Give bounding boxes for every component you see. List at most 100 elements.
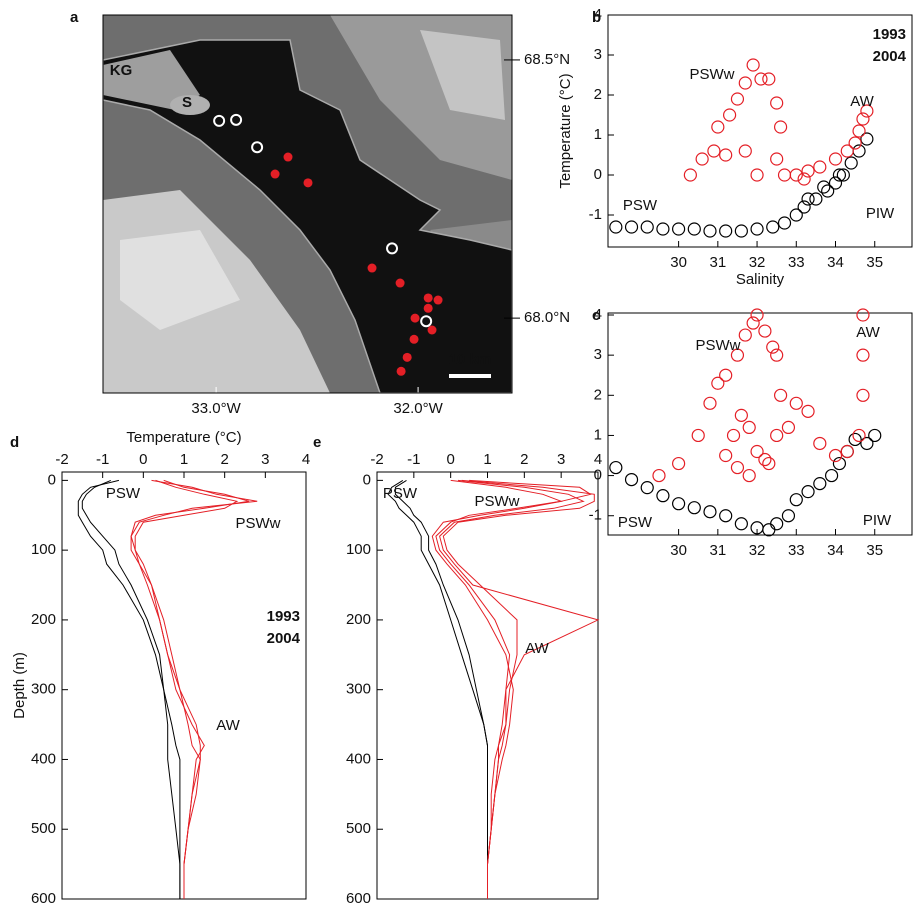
point — [789, 493, 803, 507]
station — [270, 169, 280, 179]
point — [719, 448, 733, 463]
point — [672, 456, 686, 471]
y-tick-label: 200 — [346, 611, 371, 628]
point — [856, 388, 870, 402]
legend-entry: 1993 — [873, 26, 906, 43]
station — [251, 141, 264, 154]
profile-line — [431, 479, 564, 899]
point — [750, 222, 764, 236]
x-tick-label: 35 — [866, 254, 883, 271]
x-tick-label: 35 — [866, 542, 883, 559]
panel-label: e — [313, 434, 321, 451]
station — [420, 315, 433, 328]
point — [624, 473, 639, 487]
station — [230, 113, 243, 126]
point — [703, 505, 717, 519]
station — [402, 352, 412, 362]
point — [868, 428, 882, 443]
point — [762, 72, 776, 86]
station — [395, 278, 405, 288]
profile-line — [130, 479, 250, 899]
point — [848, 136, 862, 150]
point — [672, 497, 686, 511]
x-tick-label: 31 — [709, 254, 726, 271]
annotation: PSWw — [236, 515, 281, 532]
point — [824, 468, 839, 483]
x-tick-label: 0 — [446, 451, 454, 468]
plot-frame — [607, 312, 913, 536]
point — [781, 509, 796, 523]
x-tick-label: 30 — [670, 542, 687, 559]
annotation: AW — [525, 640, 549, 657]
point — [742, 468, 756, 483]
point — [734, 224, 748, 238]
legend-entry: 2004 — [873, 48, 907, 65]
y-tick-label: -1 — [589, 206, 602, 223]
point — [691, 428, 705, 443]
point — [777, 216, 792, 230]
point — [840, 444, 854, 459]
y-tick-label: 400 — [346, 750, 371, 767]
x-tick-label: 0 — [139, 451, 147, 468]
point — [770, 517, 784, 531]
x-tick-label: -2 — [55, 451, 68, 468]
point — [821, 184, 835, 198]
point — [719, 368, 733, 382]
y-axis-label: Temperature (°C) — [557, 73, 574, 188]
point — [672, 222, 686, 236]
x-tick-label: 34 — [827, 542, 844, 559]
x-tick-label: 3 — [557, 451, 565, 468]
station — [386, 242, 399, 255]
point — [856, 308, 870, 322]
point — [656, 489, 670, 503]
y-tick-label: 68.0°N — [524, 309, 570, 326]
x-axis-label: Salinity — [736, 271, 785, 288]
point — [758, 324, 772, 338]
point — [773, 388, 788, 402]
point — [624, 220, 639, 234]
point — [856, 348, 870, 362]
y-tick-label: 4 — [594, 306, 602, 323]
y-tick-label: 400 — [31, 750, 56, 767]
point — [832, 168, 847, 182]
x-tick-label: -2 — [370, 451, 383, 468]
point — [770, 428, 784, 443]
point — [828, 152, 843, 166]
x-tick-label: 31 — [709, 542, 726, 559]
x-tick-label: 32 — [749, 254, 766, 271]
profile-line — [77, 479, 181, 899]
point — [836, 168, 850, 182]
point — [773, 120, 788, 134]
point — [770, 348, 784, 362]
map-label: 10 km — [449, 351, 492, 368]
station — [427, 325, 437, 335]
annotation: PSWw — [690, 66, 735, 83]
annotation: PSWw — [475, 493, 520, 510]
legend-entry: 1993 — [267, 608, 300, 625]
point — [856, 112, 870, 126]
x-tick-label: 2 — [520, 451, 528, 468]
y-tick-label: 0 — [48, 471, 56, 488]
point — [687, 501, 701, 515]
x-tick-label: 32.0°W — [393, 400, 443, 417]
x-tick-label: 1 — [483, 451, 491, 468]
point — [828, 176, 843, 190]
point — [801, 485, 815, 499]
map-label: KG — [110, 62, 133, 79]
map-background — [103, 15, 512, 393]
point — [797, 172, 811, 186]
y-tick-label: 500 — [346, 820, 371, 837]
point — [656, 222, 670, 236]
y-tick-label: 0 — [363, 471, 371, 488]
point — [762, 523, 776, 537]
annotation: PSW — [383, 485, 418, 502]
y-axis-label: Depth (m) — [11, 652, 28, 719]
panel-label: b — [592, 9, 601, 26]
annotation: PIW — [866, 205, 895, 222]
profile-line — [442, 479, 595, 899]
point — [742, 420, 756, 435]
point — [683, 168, 697, 182]
point — [640, 481, 654, 495]
y-tick-label: 2 — [594, 386, 602, 403]
point — [703, 396, 717, 410]
